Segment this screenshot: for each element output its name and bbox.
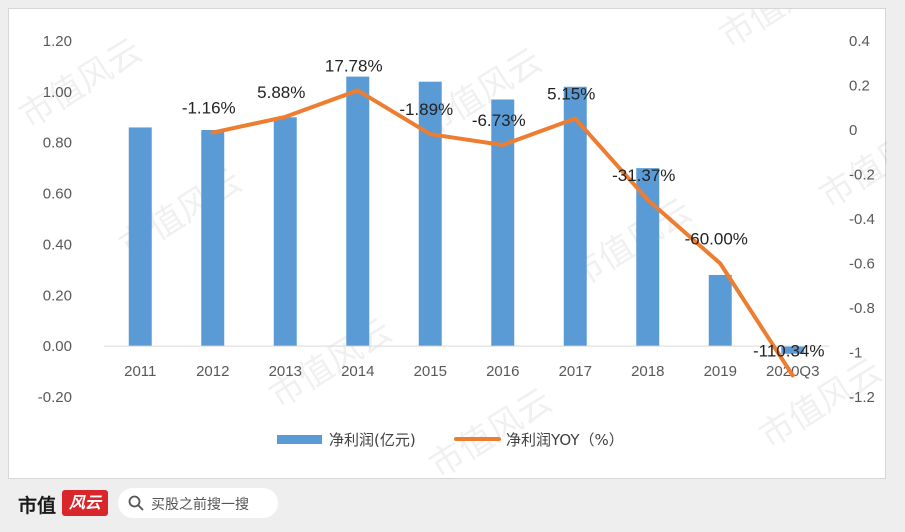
bar-2016 (491, 99, 515, 347)
footer-bar: 市值 风云 买股之前搜一搜 (0, 482, 905, 532)
right-axis-tick-label: -0.4 (849, 211, 875, 228)
search-placeholder: 买股之前搜一搜 (151, 497, 249, 513)
left-axis-tick-label: -0.20 (38, 389, 72, 406)
legend-swatch-net-profit (277, 435, 322, 444)
bar-2015 (418, 81, 442, 347)
right-axis: 0.4 0.2 0 -0.2 -0.4 -0.6 -0.8 -1 -1.2 (849, 33, 875, 406)
brand-logo-badge: 风云 (62, 490, 108, 516)
bar-2017 (563, 86, 587, 347)
left-axis-tick-label: 1.20 (43, 33, 72, 50)
bar-2019 (708, 274, 732, 347)
left-axis-tick-label: 0.00 (43, 338, 72, 355)
watermark-text: 市值风云 (713, 9, 850, 57)
x-tick-label: 2015 (414, 363, 447, 380)
x-tick-label: 2011 (124, 363, 156, 380)
left-axis: 1.20 1.00 0.80 0.60 0.40 0.20 0.00 -0.20 (38, 33, 72, 406)
left-axis-tick-label: 0.20 (43, 287, 72, 304)
bar-2020Q3 (781, 346, 805, 354)
yoy-data-label: -31.37% (612, 166, 675, 185)
x-tick-label: 2013 (269, 363, 302, 380)
yoy-data-label: -1.16% (182, 99, 236, 118)
x-tick-label: 2019 (704, 363, 737, 380)
right-axis-tick-label: -0.2 (849, 167, 875, 184)
bar-2013 (273, 117, 297, 347)
left-axis-tick-label: 0.60 (43, 186, 72, 203)
x-tick-label: 2012 (196, 363, 229, 380)
legend-label-yoy: 净利润YOY（%） (506, 431, 624, 449)
left-axis-tick-label: 0.80 (43, 135, 72, 152)
right-axis-tick-label: 0 (849, 122, 857, 139)
chart-card: 市值风云市值风云市值风云市值风云市值风云市值风云市值风云市值风云市值风云 1.2… (8, 8, 887, 480)
bar-2014 (346, 76, 370, 347)
bar-series (128, 76, 805, 354)
x-tick-label: 2017 (559, 363, 592, 380)
data-labels: -1.16% 5.88% 17.78% -1.89% -6.73% 5.15% -31.37… (182, 56, 825, 360)
yoy-data-label: 5.88% (257, 83, 305, 102)
bar-2018 (636, 168, 660, 347)
yoy-data-label: -6.73% (472, 111, 526, 130)
yoy-data-label: -1.89% (399, 100, 453, 119)
search-icon (128, 495, 144, 511)
x-tick-label: 2016 (486, 363, 519, 380)
right-axis-tick-label: -0.6 (849, 256, 875, 273)
yoy-data-label: -110.34% (753, 342, 825, 361)
chart-svg: 市值风云市值风云市值风云市值风云市值风云市值风云市值风云市值风云市值风云 1.2… (13, 9, 887, 480)
brand-name: 市值 (18, 495, 57, 517)
right-axis-tick-label: -0.8 (849, 300, 875, 317)
left-axis-tick-label: 1.00 (43, 84, 72, 101)
yoy-data-label: 5.15% (547, 85, 595, 104)
bar-2011 (128, 127, 152, 347)
yoy-data-label: -60.00% (685, 230, 748, 249)
search-box[interactable]: 买股之前搜一搜 (118, 488, 278, 518)
yoy-data-label: 17.78% (325, 56, 383, 75)
legend-label-net-profit: 净利润(亿元) (329, 431, 416, 449)
right-axis-tick-label: 0.4 (849, 33, 870, 50)
x-tick-label: 2014 (341, 363, 374, 380)
bar-2012 (201, 130, 225, 347)
x-tick-label: 2020Q3 (766, 363, 819, 380)
yoy-line (210, 88, 795, 378)
right-axis-tick-label: -1.2 (849, 389, 875, 406)
right-axis-tick-label: -1 (849, 345, 862, 362)
x-axis-categories: 2011 2012 2013 2014 2015 2016 2017 2018 2019 2020… (124, 363, 819, 380)
legend: 净利润(亿元) 净利润YOY（%） (277, 431, 624, 449)
left-axis-tick-label: 0.40 (43, 236, 72, 253)
watermark-text: 市值风云 (13, 31, 150, 137)
x-tick-label: 2018 (631, 363, 664, 380)
right-axis-tick-label: 0.2 (849, 78, 870, 95)
